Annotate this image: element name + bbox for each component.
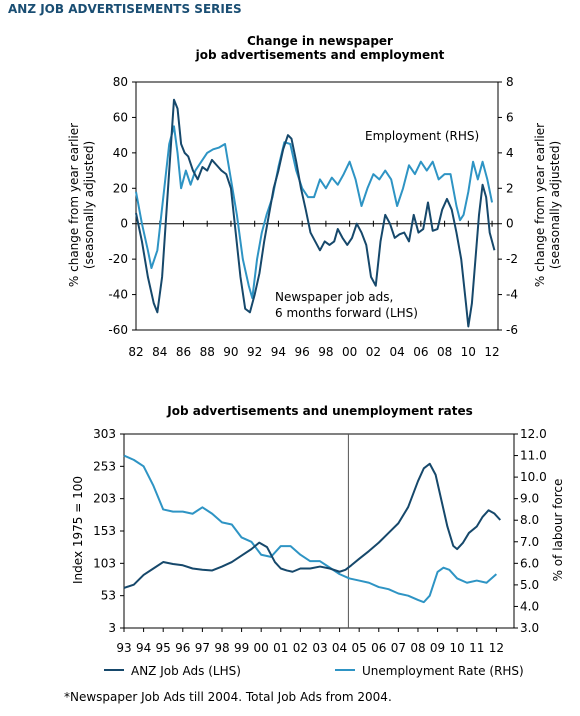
chart2-plot-frame: [123, 433, 515, 629]
chart2-ytick-right-label: 12.0: [520, 427, 547, 441]
chart1-title-line2: job advertisements and employment: [195, 48, 445, 62]
chart1-xtick-label: 90: [223, 345, 238, 359]
chart1-ytick-left-label: 40: [113, 146, 128, 160]
chart-employment: Change in newspaper job advertisements a…: [67, 34, 562, 359]
chart1-ytick-left-label: -60: [108, 323, 128, 337]
chart2-xtick-label: 12: [489, 641, 504, 655]
chart1-ytick-right-label: -4: [506, 288, 518, 302]
chart2-ytick-left-label: 303: [93, 427, 116, 441]
chart2-xtick-label: 01: [273, 641, 288, 655]
chart-unemployment: Job advertisements and unemployment rate…: [71, 404, 565, 678]
series-newspaper-ads-line: [135, 98, 496, 328]
chart2-xtick-label: 10: [450, 641, 465, 655]
chart1-ytick-right-label: -6: [506, 323, 518, 337]
chart2-xtick-label: 93: [116, 641, 131, 655]
chart1-ytick-left-label: -40: [108, 288, 128, 302]
chart2-ytick-left-label: 253: [93, 459, 116, 473]
chart1-ytick-left-label: 80: [113, 75, 128, 89]
chart2-xtick-label: 94: [136, 641, 151, 655]
chart1-ytick-left-label: 20: [113, 181, 128, 195]
chart2-ytick-left-label: 203: [93, 492, 116, 506]
chart1-ytick-right-label: -2: [506, 252, 518, 266]
chart1-ytick-right-label: 8: [506, 75, 514, 89]
chart1-xtick-label: 06: [413, 345, 428, 359]
chart2-xtick-label: 00: [254, 641, 269, 655]
chart1-xtick-label: 88: [200, 345, 215, 359]
chart2-ylabel-right: % of labour force: [551, 479, 565, 582]
annotation-employment: Employment (RHS): [365, 129, 479, 143]
chart2-xtick-label: 08: [410, 641, 425, 655]
page-header: ANZ JOB ADVERTISEMENTS SERIES: [8, 2, 242, 16]
chart2-ytick-right-label: 11.0: [520, 449, 547, 463]
chart1-xtick-label: 04: [389, 345, 404, 359]
chart2-xtick-label: 98: [214, 641, 229, 655]
chart1-xtick-label: 08: [437, 345, 452, 359]
chart1-xtick-label: 12: [484, 345, 499, 359]
chart2-ytick-left-label: 103: [93, 556, 116, 570]
chart1-xtick-label: 84: [152, 345, 167, 359]
chart2-xtick-label: 97: [195, 641, 210, 655]
chart2-ytick-right-label: 4.0: [520, 599, 539, 613]
chart2-xtick-label: 99: [234, 641, 249, 655]
chart2-ytick-right-label: 9.0: [520, 492, 539, 506]
chart2-xtick-label: 04: [332, 641, 347, 655]
series-anz-job-ads-line: [123, 462, 502, 589]
chart1-xtick-label: 10: [461, 345, 476, 359]
chart2-ytick-left-label: 53: [101, 589, 116, 603]
chart1-xtick-label: 92: [247, 345, 262, 359]
chart1-xtick-label: 00: [342, 345, 357, 359]
chart1-xtick-label: 98: [318, 345, 333, 359]
chart1-ytick-left-label: 0: [120, 217, 128, 231]
chart2-ytick-left-label: 153: [93, 524, 116, 538]
chart1-ytick-left-label: -20: [108, 252, 128, 266]
chart1-xtick-label: 02: [366, 345, 381, 359]
legend-label-anz: ANZ Job Ads (LHS): [131, 664, 241, 678]
chart2-ytick-left-label: 3: [108, 621, 116, 635]
chart1-ytick-right-label: 2: [506, 181, 514, 195]
chart1-xtick-label: 82: [128, 345, 143, 359]
chart1-xtick-label: 96: [295, 345, 310, 359]
chart2-ytick-right-label: 6.0: [520, 556, 539, 570]
chart1-ylabel-left: % change from year earlier(seasonally ad…: [67, 123, 96, 287]
chart2-xtick-label: 03: [312, 641, 327, 655]
chart1-ytick-left-label: 60: [113, 110, 128, 124]
chart2-ylabel-left: Index 1975 = 100: [71, 476, 85, 584]
chart2-ytick-right-label: 7.0: [520, 535, 539, 549]
chart1-xtick-label: 94: [271, 345, 286, 359]
annotation-newspaper-ads: Newspaper job ads, 6 months forward (LHS): [275, 290, 418, 320]
chart2-xtick-label: 11: [469, 641, 484, 655]
chart2-ytick-right-label: 10.0: [520, 470, 547, 484]
chart1-plot-frame: [135, 81, 499, 331]
chart2-xtick-label: 95: [156, 641, 171, 655]
chart2-xtick-label: 02: [293, 641, 308, 655]
chart2-ytick-right-label: 3.0: [520, 621, 539, 635]
chart2-xtick-label: 09: [430, 641, 445, 655]
chart2-title: Job advertisements and unemployment rate…: [166, 404, 472, 418]
chart2-xtick-label: 05: [352, 641, 367, 655]
series-unemployment-line: [123, 454, 498, 604]
chart2-xtick-label: 06: [371, 641, 386, 655]
chart2-legend: ANZ Job Ads (LHS) Unemployment Rate (RHS…: [104, 664, 524, 678]
chart1-ytick-right-label: 6: [506, 110, 514, 124]
chart1-ylabel-right: % change from year earlier(seasonally ad…: [533, 123, 562, 287]
chart1-ytick-right-label: 4: [506, 146, 514, 160]
chart1-title-line1: Change in newspaper: [247, 34, 393, 48]
footnote: *Newspaper Job Ads till 2004. Total Job …: [64, 690, 392, 704]
chart2-ytick-right-label: 8.0: [520, 513, 539, 527]
chart2-xtick-label: 07: [391, 641, 406, 655]
chart2-ytick-right-label: 5.0: [520, 578, 539, 592]
legend-label-unemployment: Unemployment Rate (RHS): [362, 664, 524, 678]
chart1-ytick-right-label: 0: [506, 217, 514, 231]
chart2-xtick-label: 96: [175, 641, 190, 655]
chart1-xtick-label: 86: [176, 345, 191, 359]
series-employment-line: [135, 125, 494, 300]
